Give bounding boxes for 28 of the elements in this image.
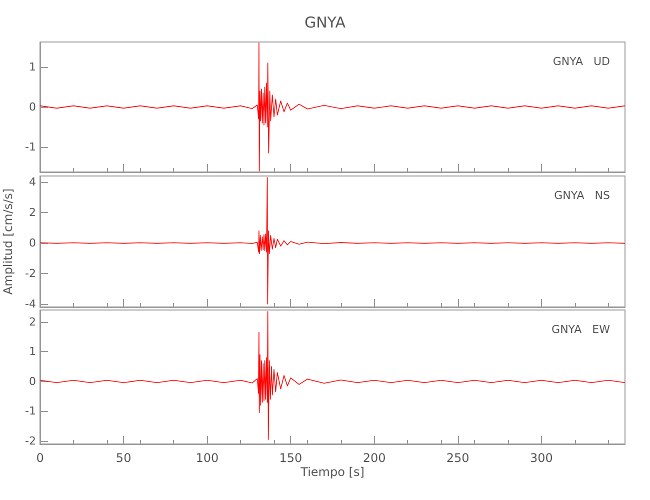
chart-title: GNYA bbox=[304, 14, 346, 32]
x-axis-title: Tiempo [s] bbox=[300, 465, 364, 479]
y-tick-label: -4 bbox=[25, 297, 36, 310]
annotation: GNYA NS bbox=[554, 189, 610, 202]
line-series bbox=[40, 311, 626, 440]
y-tick-label: 0 bbox=[29, 100, 36, 114]
x-tick-label: 300 bbox=[530, 451, 553, 465]
y-tick-label: -2 bbox=[25, 434, 36, 448]
y-tick-label: -1 bbox=[25, 140, 36, 154]
x-tick-label: 100 bbox=[196, 451, 219, 465]
line-series bbox=[40, 177, 626, 304]
y-tick-label: 2 bbox=[29, 206, 36, 220]
y-tick-label: 0 bbox=[29, 236, 36, 250]
x-tick-label: 200 bbox=[362, 451, 386, 465]
annotation: GNYA EW bbox=[552, 323, 610, 336]
annotation: GNYA UD bbox=[552, 55, 610, 68]
x-tick-label: 50 bbox=[116, 451, 132, 465]
line-series bbox=[40, 42, 626, 172]
y-tick-label: 4 bbox=[29, 176, 36, 189]
x-tick-label: 250 bbox=[446, 451, 470, 465]
y-tick-label: 1 bbox=[29, 60, 36, 74]
y-tick-label: -1 bbox=[25, 404, 36, 418]
y-axis-title: Amplitud [cm/s/s] bbox=[1, 188, 16, 295]
y-tick-label: 1 bbox=[29, 345, 36, 358]
y-tick-label: -2 bbox=[25, 266, 36, 280]
x-tick-label: 150 bbox=[279, 451, 302, 465]
y-tick-label: 0 bbox=[29, 374, 36, 388]
y-tick-label: 2 bbox=[29, 315, 36, 328]
